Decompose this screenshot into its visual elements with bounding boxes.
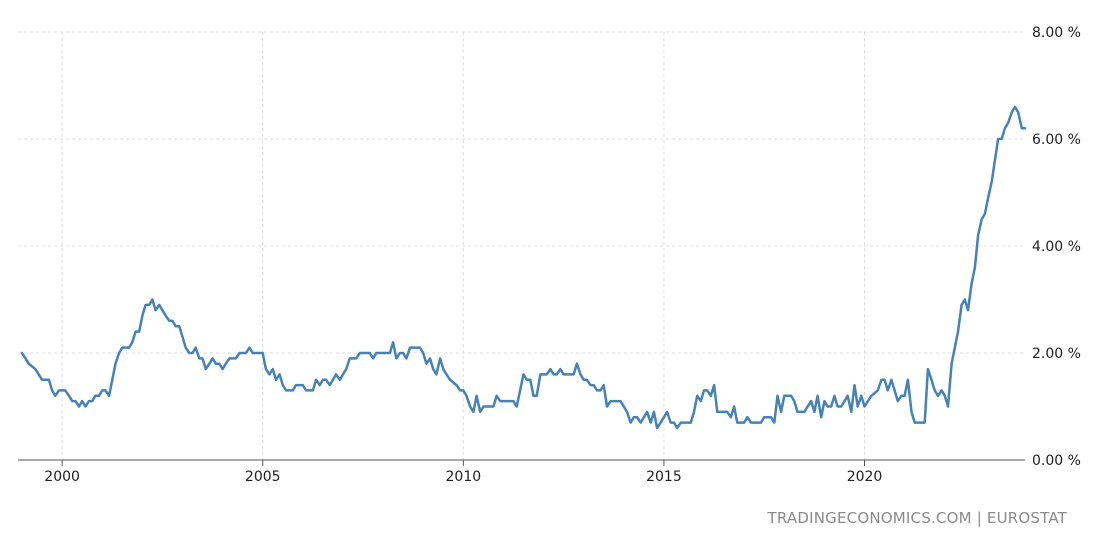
y-tick-label: 4.00 %	[1032, 239, 1081, 255]
x-axis-ticks: 2000 2005 2010 2015 2020	[44, 460, 882, 485]
x-tick-label: 2005	[245, 469, 281, 485]
y-gridlines	[18, 31, 1025, 354]
y-tick-label: 2.00 %	[1032, 346, 1081, 362]
y-tick-label: 6.00 %	[1032, 132, 1081, 148]
x-gridlines	[61, 32, 866, 460]
x-tick-label: 2015	[646, 469, 682, 485]
y-tick-label: 0.00 %	[1032, 453, 1081, 469]
y-axis-ticks: 0.00 % 2.00 % 4.00 % 6.00 % 8.00 %	[1032, 25, 1081, 469]
x-tick-label: 2000	[44, 469, 80, 485]
series-line	[20, 105, 1027, 430]
y-tick-label: 8.00 %	[1032, 25, 1081, 41]
x-tick-label: 2010	[446, 469, 482, 485]
source-credit[interactable]: TRADINGECONOMICS.COM | EUROSTAT	[767, 509, 1067, 527]
x-tick-label: 2020	[847, 469, 883, 485]
